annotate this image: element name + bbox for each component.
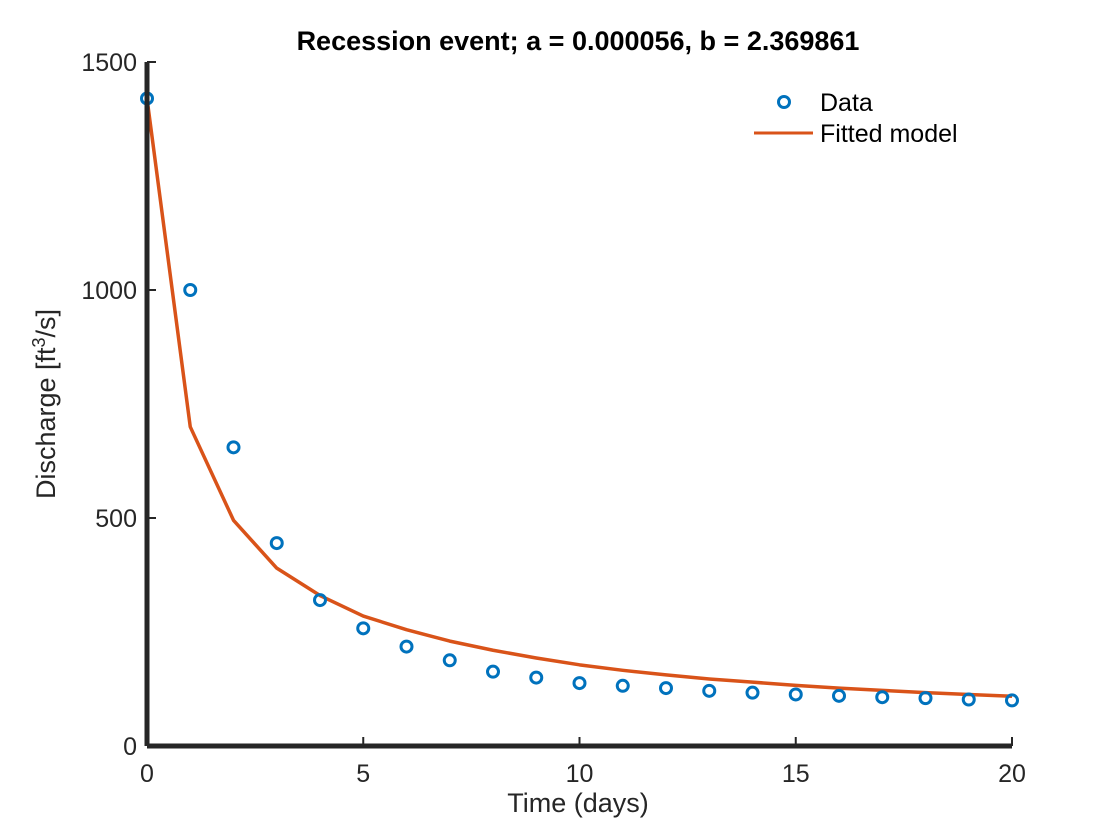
x-tick-label: 20	[998, 760, 1026, 788]
data-point	[1005, 693, 1019, 708]
data-point	[529, 670, 544, 685]
data-point	[442, 653, 457, 668]
chart-title: Recession event; a = 0.000056, b = 2.369…	[297, 26, 860, 56]
data-point	[745, 685, 760, 700]
x-tick-label: 5	[356, 760, 370, 788]
y-tick-label: 1500	[81, 49, 137, 77]
data-point	[486, 664, 500, 679]
data-point	[918, 691, 933, 706]
legend-fitted-label: Fitted model	[820, 120, 958, 148]
legend-data-marker	[777, 95, 791, 109]
data-point	[572, 676, 587, 691]
data-point	[356, 621, 371, 636]
plot-area	[140, 91, 1019, 708]
fitted-model-line	[145, 98, 1013, 699]
x-axis-label: Time (days)	[507, 788, 649, 818]
data-point	[269, 536, 284, 551]
data-point	[875, 690, 890, 705]
data-point	[961, 692, 976, 707]
y-axis-label: Discharge [ft3/s]	[29, 309, 61, 499]
data-point	[399, 639, 414, 654]
x-tick-label: 10	[566, 760, 594, 788]
data-point	[183, 283, 198, 297]
data-point	[832, 688, 846, 703]
y-axis-label-main: Discharge [ft	[31, 347, 61, 499]
legend-data-label: Data	[820, 89, 873, 117]
x-tick-label: 0	[140, 760, 154, 788]
y-tick-label: 500	[95, 505, 137, 533]
data-series	[140, 91, 1019, 708]
y-tick-label: 1000	[81, 277, 137, 305]
x-axis-ticks: 0 5 10 15 20	[140, 737, 1026, 788]
y-axis-label-tail: /s]	[31, 309, 61, 338]
data-point	[788, 687, 803, 702]
data-point	[226, 440, 241, 455]
y-tick-label: 0	[123, 733, 137, 761]
data-point	[615, 678, 630, 693]
x-tick-label: 15	[782, 760, 810, 788]
y-axis-ticks: 0 500 1000 1500	[81, 49, 156, 761]
legend: Data Fitted model	[754, 89, 958, 148]
y-axis-label-sup: 3	[29, 337, 49, 347]
data-point	[702, 683, 717, 698]
fitted-model-series	[145, 98, 1013, 699]
data-point	[313, 593, 327, 608]
data-point	[659, 681, 673, 696]
